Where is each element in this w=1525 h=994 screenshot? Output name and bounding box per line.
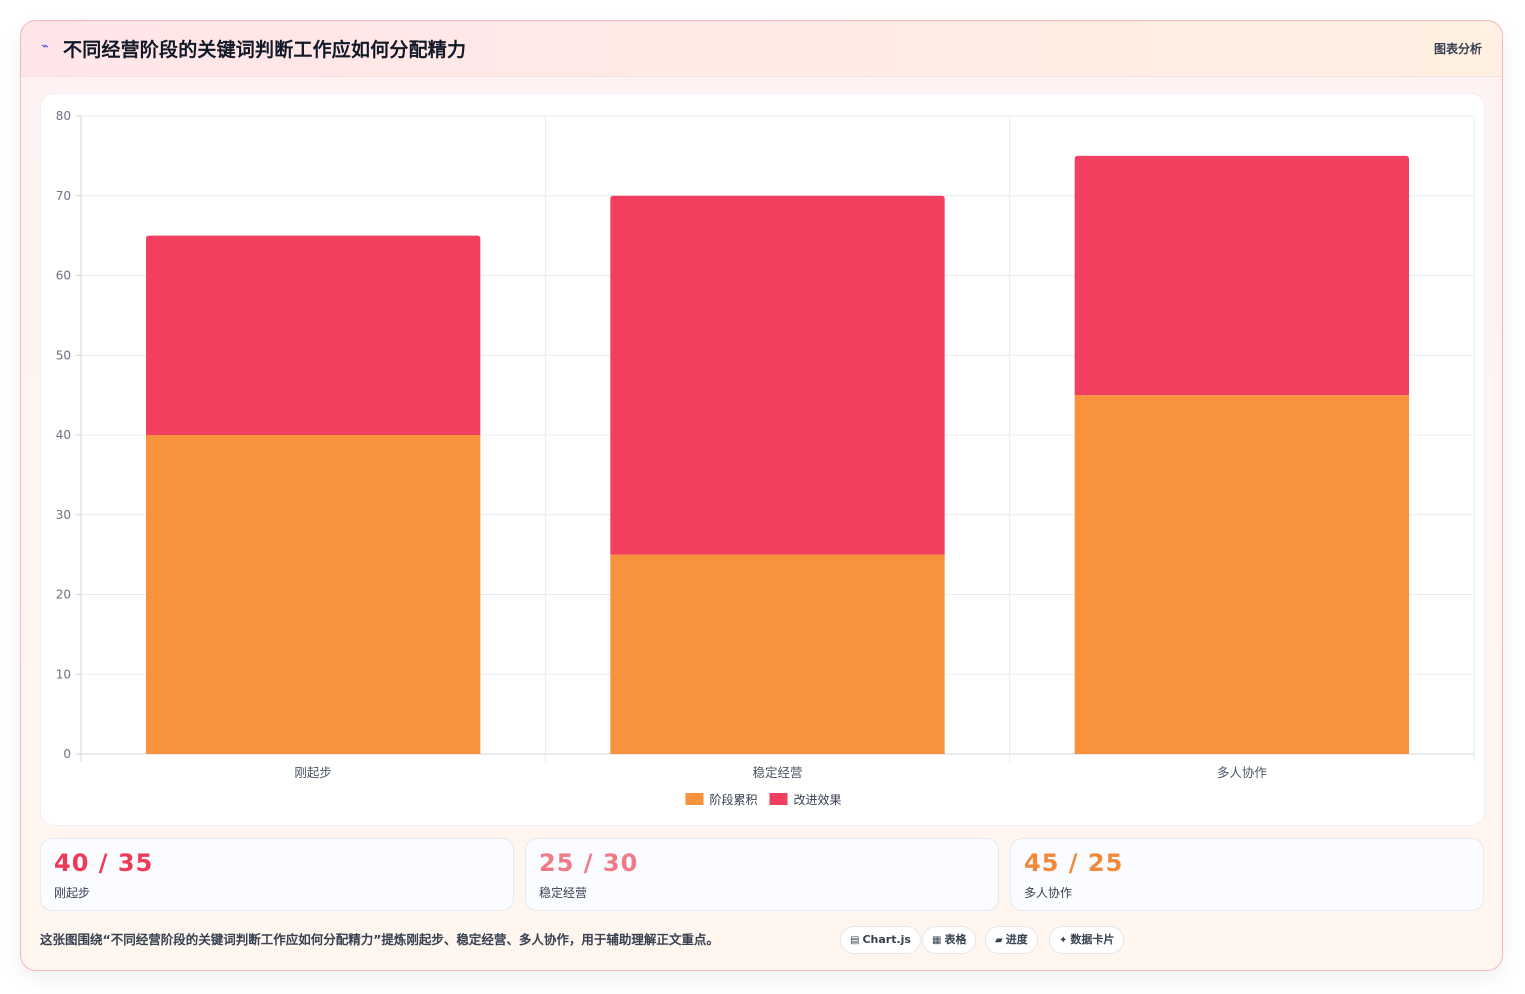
legend-swatch	[769, 793, 788, 805]
pill-label: Chart.js	[862, 933, 911, 946]
card-icon: ✦	[1059, 935, 1068, 946]
stat-value: 25 / 30	[539, 849, 639, 877]
pill-label: 表格	[944, 933, 967, 946]
x-tick-label: 多人协作	[1217, 765, 1268, 780]
chart-legend: 阶段累积 改进效果	[685, 792, 842, 807]
legend-swatch	[685, 793, 704, 805]
y-tick-label: 40	[56, 428, 71, 442]
pill-label: 数据卡片	[1070, 933, 1115, 946]
x-tick-label: 稳定经营	[752, 765, 802, 780]
bar-segment[interactable]	[610, 554, 945, 754]
stat-label: 刚起步	[54, 886, 91, 900]
card-header: ⌁ 不同经营阶段的关键词判断工作应如何分配精力 图表分析	[21, 21, 1502, 77]
bar-segment[interactable]	[146, 235, 481, 435]
pill-table[interactable]: ▦ 表格	[922, 926, 977, 954]
stacked-bar-chart: 0 10 20 30 40 50 60 70 80 刚起步 稳定经营 多人协作 阶段累积 改进效果	[56, 109, 1475, 807]
stat-value: 45 / 25	[1024, 849, 1124, 877]
progress-icon: ▰	[995, 935, 1003, 946]
chart-panel: 0 10 20 30 40 50 60 70 80 刚起步 稳定经营 多人协作 阶段累积 改进效果	[40, 93, 1485, 826]
stat-card-stage-1: 40 / 35 刚起步	[40, 838, 514, 911]
stat-label: 多人协作	[1024, 886, 1073, 900]
report-card: ⌁ 不同经营阶段的关键词判断工作应如何分配精力 图表分析 0 10 20 30 40 50…	[20, 20, 1503, 971]
pill-progress[interactable]: ▰ 进度	[985, 926, 1038, 954]
pill-data-card[interactable]: ✦ 数据卡片	[1049, 926, 1125, 954]
y-tick-label: 70	[56, 189, 71, 203]
bar-segment[interactable]	[1074, 155, 1409, 396]
legend-label: 阶段累积	[710, 792, 758, 807]
stat-value: 40 / 35	[54, 849, 154, 877]
table-icon: ▦	[932, 935, 942, 946]
sparkle-icon: ⌁	[41, 39, 49, 54]
page-title: 不同经营阶段的关键词判断工作应如何分配精力	[63, 39, 467, 61]
stat-card-stage-3: 45 / 25 多人协作	[1010, 838, 1484, 911]
stat-label: 稳定经营	[539, 886, 588, 900]
bar-segment[interactable]	[146, 435, 481, 754]
y-tick-label: 0	[63, 747, 71, 761]
legend-label: 改进效果	[794, 792, 842, 807]
y-tick-label: 50	[56, 348, 71, 362]
y-axis-ticks: 0 10 20 30 40 50 60 70 80	[56, 109, 71, 761]
y-tick-label: 80	[56, 109, 71, 123]
chart-analysis-tag: 图表分析	[1433, 42, 1482, 56]
bar-segment[interactable]	[610, 195, 945, 555]
y-tick-label: 30	[56, 508, 71, 522]
chart-footnote: 这张图围绕“不同经营阶段的关键词判断工作应如何分配精力”提炼刚起步、稳定经营、多…	[40, 932, 719, 947]
bar-segment[interactable]	[1074, 395, 1409, 754]
chart-bars	[146, 155, 1409, 754]
x-axis-ticks: 刚起步 稳定经营 多人协作	[294, 765, 1267, 780]
chart-icon: ▤	[850, 935, 860, 946]
y-tick-label: 10	[56, 667, 71, 681]
pill-label: 进度	[1005, 933, 1028, 946]
y-tick-label: 60	[56, 269, 71, 283]
x-tick-label: 刚起步	[294, 765, 332, 780]
pill-chartjs[interactable]: ▤ Chart.js	[840, 926, 921, 954]
stat-card-stage-2: 25 / 30 稳定经营	[525, 838, 999, 911]
y-tick-label: 20	[56, 588, 71, 602]
